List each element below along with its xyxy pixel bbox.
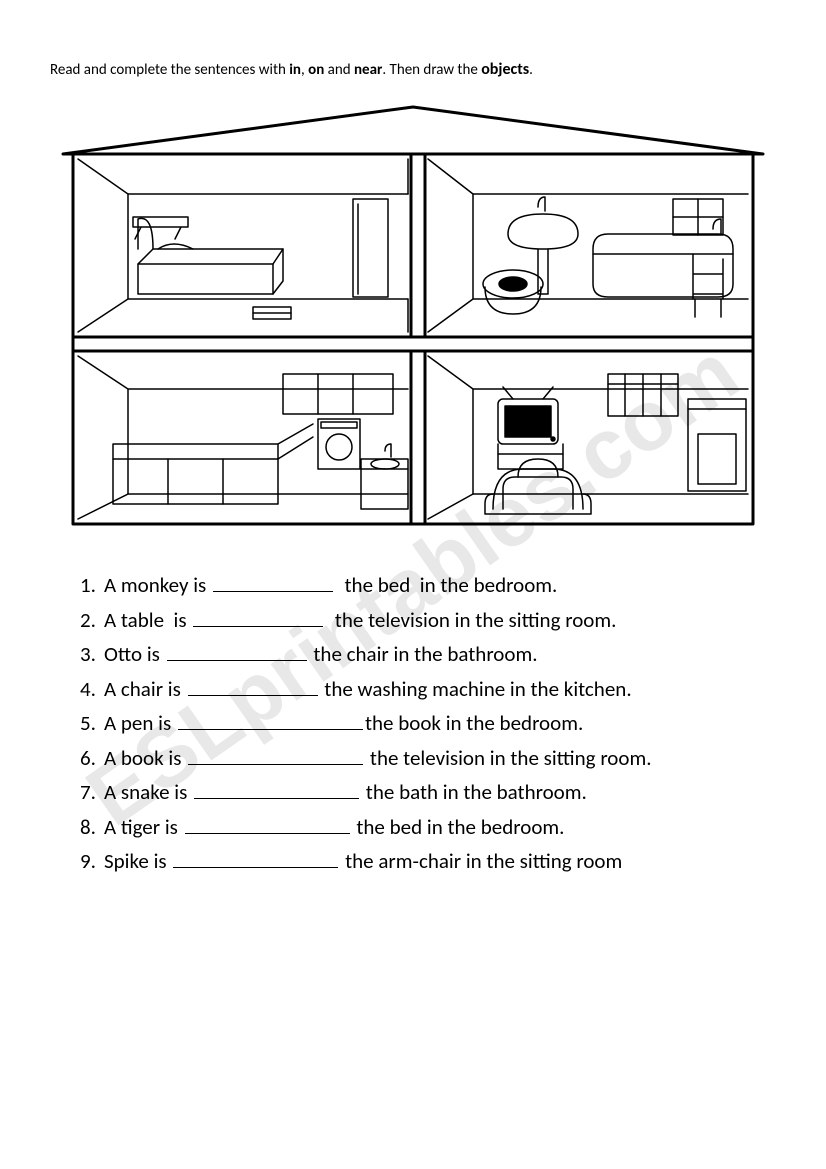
blank-input[interactable] [194,777,359,799]
sentence-number: 4. [80,673,104,706]
sentence-row: 7. A snake is the bath in the bathroom. [80,776,776,809]
sentence-part-b: the television in the sitting room. [325,604,616,637]
blank-input[interactable] [178,708,363,730]
sentence-part-a: A tiger is [104,811,183,844]
house-illustration [53,99,773,539]
sentence-number: 6. [80,742,104,775]
blank-input[interactable] [173,846,338,868]
sentence-part-b: the television in the sitting room. [365,742,651,775]
sentence-number: 2. [80,604,104,637]
sentence-part-b: the book in the bedroom. [365,707,583,740]
sentence-part-a: A book is [104,742,186,775]
sentence-part-b: the bed in the bedroom. [352,811,565,844]
sentence-row: 9. Spike is the arm-chair in the sitting… [80,845,776,878]
instr-obj: objects [481,60,529,79]
blank-input[interactable] [188,743,363,765]
sentence-part-b: the chair in the bathroom. [309,638,538,671]
blank-input[interactable] [213,570,333,592]
sentence-list: 1. A monkey is the bed in the bedroom.2.… [50,569,776,878]
sentence-part-a: A monkey is [104,569,211,602]
sentence-row: 1. A monkey is the bed in the bedroom. [80,569,776,602]
instr-w3: near [354,61,382,79]
sentence-row: 5. A pen is the book in the bedroom. [80,707,776,740]
instruction-text: Read and complete the sentences with in,… [50,60,776,79]
sentence-number: 5. [80,707,104,740]
blank-input[interactable] [167,639,307,661]
sentence-row: 3. Otto is the chair in the bathroom. [80,638,776,671]
sentence-part-b: the arm-chair in the sitting room [340,845,622,878]
sentence-number: 9. [80,845,104,878]
sentence-row: 6. A book is the television in the sitti… [80,742,776,775]
sentence-part-b: the bath in the bathroom. [361,776,587,809]
sentence-number: 7. [80,776,104,809]
instr-sep2: and [324,61,354,79]
instr-w2: on [308,61,324,79]
sentence-part-b: the bed in the bedroom. [335,569,557,602]
instr-post: . [529,61,533,79]
sentence-row: 4. A chair is the washing machine in the… [80,673,776,706]
sentence-part-a: A chair is [104,673,186,706]
sentence-part-b: the washing machine in the kitchen. [320,673,632,706]
sentence-part-a: A snake is [104,776,192,809]
blank-input[interactable] [193,605,323,627]
sentence-number: 3. [80,638,104,671]
sentence-part-a: Spike is [104,845,171,878]
instr-w1: in [289,61,301,79]
sentence-part-a: Otto is [104,638,165,671]
instr-pre: Read and complete the sentences with [50,61,289,79]
blank-input[interactable] [185,812,350,834]
sentence-part-a: A pen is [104,707,176,740]
sentence-number: 8. [80,811,104,844]
sentence-part-a: A table is [104,604,191,637]
blank-input[interactable] [188,674,318,696]
instr-mid: . Then draw the [382,61,481,79]
sentence-number: 1. [80,569,104,602]
sentence-row: 8. A tiger is the bed in the bedroom. [80,811,776,844]
sentence-row: 2. A table is the television in the sitt… [80,604,776,637]
